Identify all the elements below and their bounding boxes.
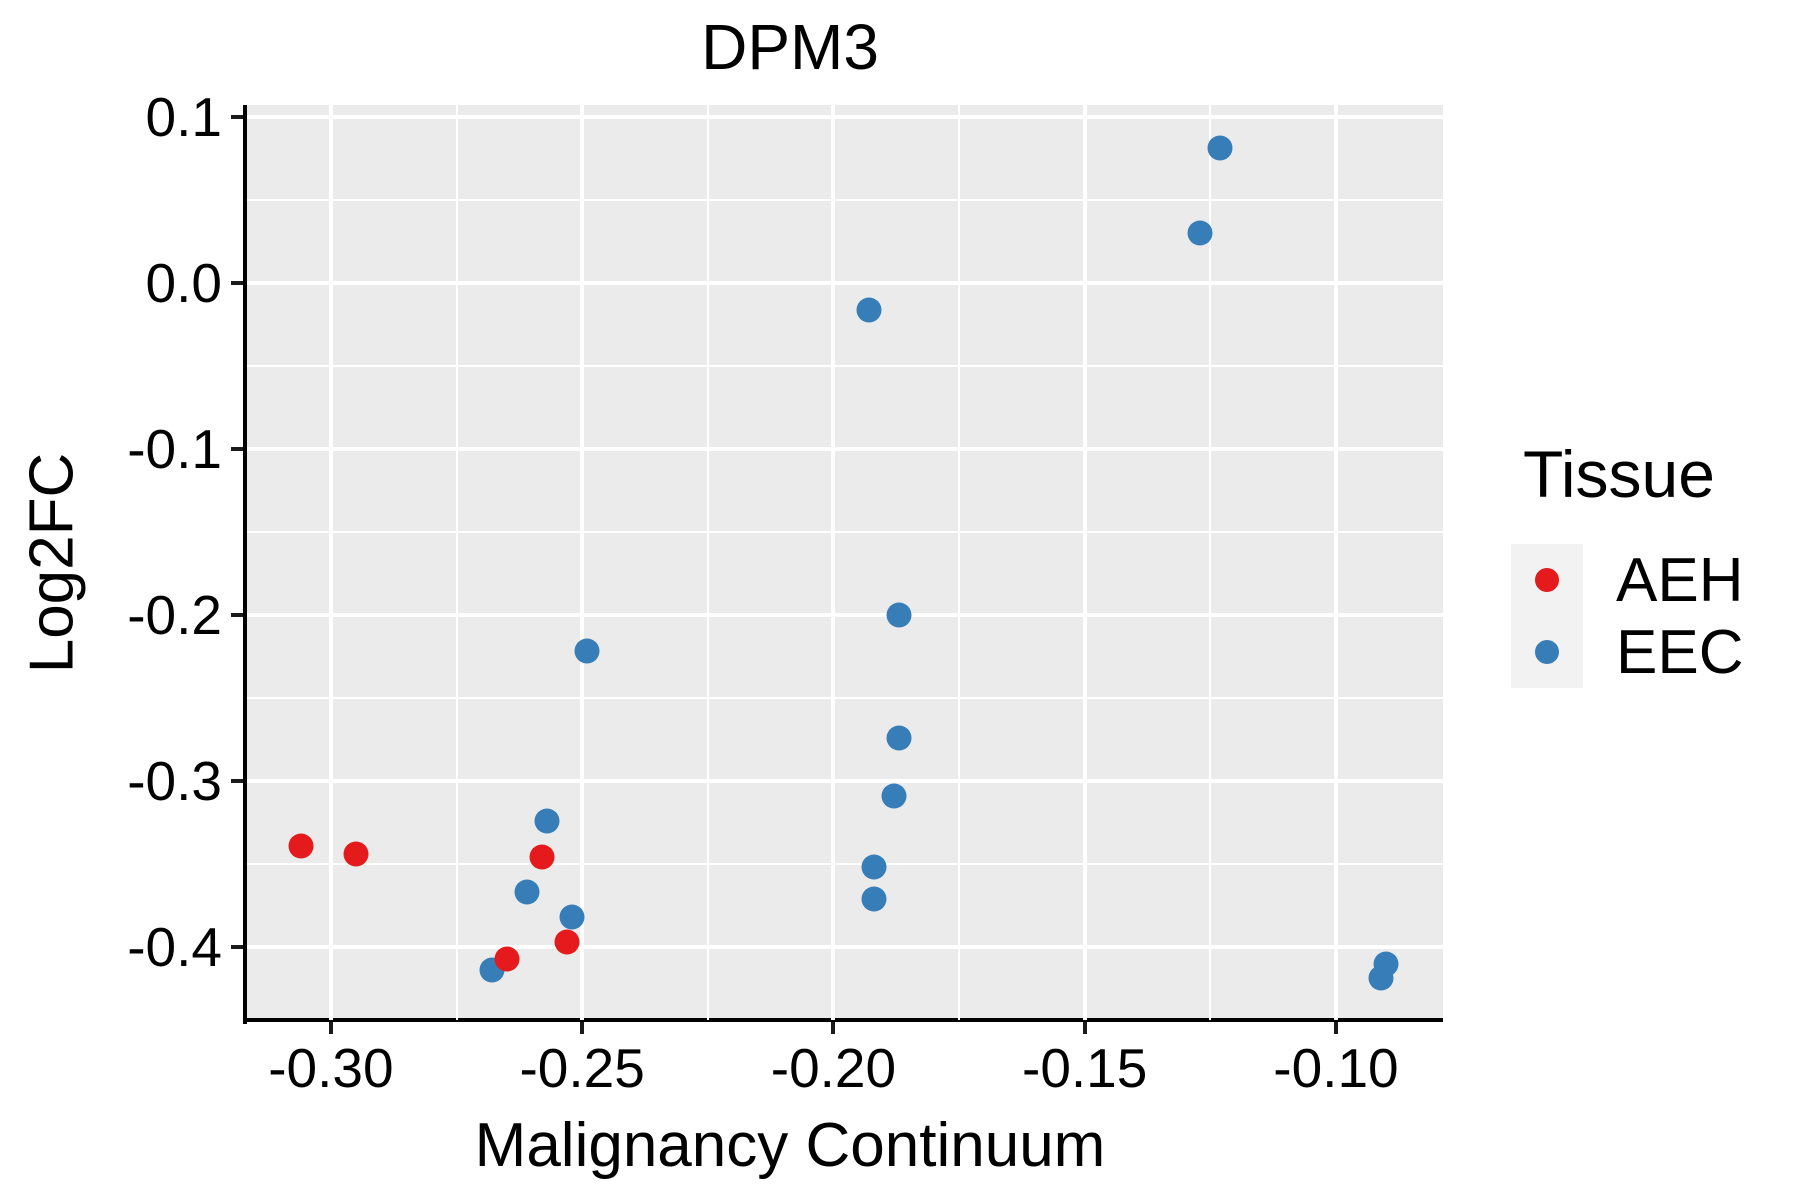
x-tick-label: -0.30: [268, 1037, 394, 1099]
x-gridline-minor: [706, 105, 709, 1020]
x-axis-title: Malignancy Continuum: [474, 1111, 1106, 1180]
scatter-point-aeh: [494, 946, 520, 972]
legend-label-aeh: AEH: [1616, 545, 1744, 615]
y-gridline-major: [247, 944, 1443, 949]
y-gridline-major: [247, 280, 1443, 285]
x-tick-mark: [1333, 1022, 1338, 1034]
y-gridline-major: [247, 612, 1443, 617]
scatter-point-eec: [1373, 951, 1399, 977]
y-gridline-minor: [247, 530, 1443, 533]
scatter-point-aeh: [343, 841, 369, 867]
x-gridline-minor: [1209, 105, 1212, 1020]
y-tick-label: -0.4: [127, 915, 222, 978]
plot-panel: [247, 105, 1443, 1020]
x-tick-label: -0.10: [1273, 1037, 1399, 1099]
y-gridline-major: [247, 778, 1443, 783]
scatter-point-eec: [861, 854, 887, 880]
x-tick-mark: [580, 1022, 585, 1034]
y-tick-label: 0.1: [145, 85, 222, 148]
x-tick-label: -0.15: [1022, 1037, 1148, 1099]
y-tick-mark: [231, 612, 243, 617]
y-gridline-minor: [247, 862, 1443, 865]
y-tick-label: -0.2: [127, 583, 222, 646]
scatter-point-aeh: [554, 929, 580, 955]
scatter-point-eec: [1207, 135, 1233, 161]
eec-dot-icon: [1535, 640, 1559, 664]
scatter-point-eec: [861, 886, 887, 912]
y-gridline-minor: [247, 198, 1443, 201]
x-gridline-major: [831, 105, 836, 1020]
x-gridline-major: [328, 105, 333, 1020]
x-gridline-minor: [958, 105, 961, 1020]
x-gridline-major: [580, 105, 585, 1020]
y-tick-mark: [231, 778, 243, 783]
x-tick-label: -0.25: [519, 1037, 645, 1099]
scatter-point-eec: [574, 638, 600, 664]
scatter-point-eec: [534, 808, 560, 834]
scatter-point-eec: [881, 783, 907, 809]
plot-title: DPM3: [701, 11, 879, 83]
legend-entries: AEH EEC: [1511, 544, 1743, 688]
x-axis-line: [243, 1018, 1443, 1022]
x-gridline-major: [1082, 105, 1087, 1020]
y-axis-line: [243, 105, 247, 1024]
legend: Tissue AEH EEC: [1511, 436, 1743, 688]
x-gridline-major: [1333, 105, 1338, 1020]
y-gridline-major: [247, 114, 1443, 119]
y-gridline-major: [247, 446, 1443, 451]
scatter-point-aeh: [288, 833, 314, 859]
scatter-point-eec: [1187, 220, 1213, 246]
scatter-point-eec: [856, 297, 882, 322]
scatter-point-eec: [886, 725, 912, 751]
y-gridline-minor: [247, 696, 1443, 699]
legend-entry-aeh: AEH: [1511, 544, 1743, 616]
legend-title: Tissue: [1523, 437, 1715, 511]
y-tick-label: -0.1: [127, 417, 222, 480]
y-tick-mark: [231, 114, 243, 119]
aeh-dot-icon: [1535, 568, 1559, 592]
legend-key-eec: [1511, 616, 1583, 688]
y-tick-label: -0.3: [127, 749, 222, 812]
scatter-point-eec: [514, 879, 540, 905]
scatter-point-eec: [886, 602, 912, 628]
y-tick-mark: [231, 944, 243, 949]
legend-label-eec: EEC: [1616, 617, 1744, 687]
scatter-point-aeh: [529, 844, 555, 870]
x-tick-mark: [1082, 1022, 1087, 1034]
x-tick-mark: [831, 1022, 836, 1034]
y-gridline-minor: [247, 364, 1443, 367]
legend-entry-eec: EEC: [1511, 616, 1743, 688]
y-tick-mark: [231, 280, 243, 285]
x-tick-mark: [328, 1022, 333, 1034]
scatter-point-eec: [559, 904, 585, 930]
x-tick-label: -0.20: [770, 1037, 897, 1099]
x-gridline-minor: [455, 105, 458, 1020]
y-tick-label: 0.0: [145, 251, 222, 314]
legend-key-aeh: [1511, 544, 1583, 616]
y-tick-mark: [231, 446, 243, 451]
